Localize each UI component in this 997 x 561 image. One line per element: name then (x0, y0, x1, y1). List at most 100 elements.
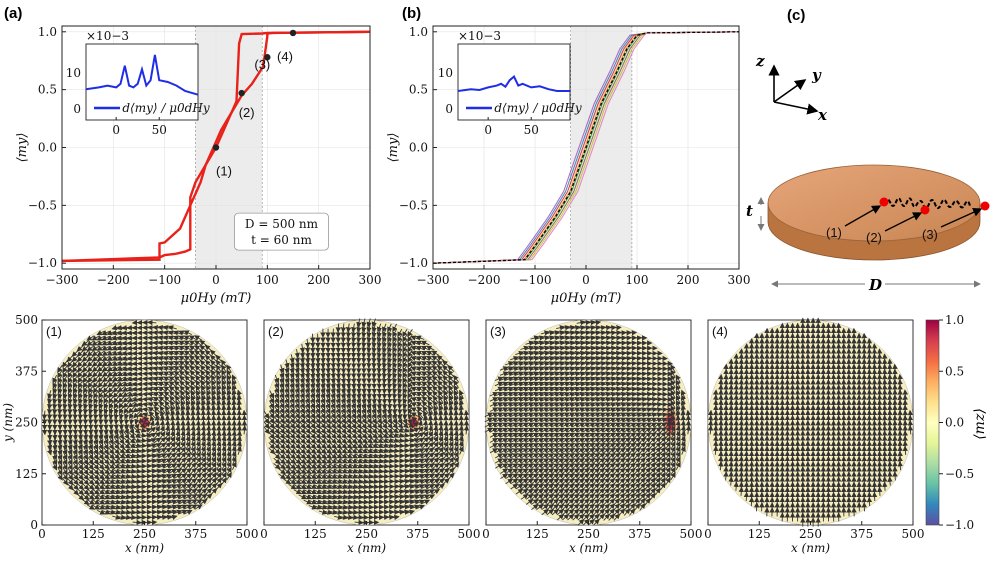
y-axis-label: ⟨my⟩ (386, 133, 401, 163)
y-tick-label: −0.5 (28, 198, 57, 212)
map-panel-2: (2) 0 125 250 375 500 x (nm) (260, 318, 480, 555)
marked-point-label-3: (3) (254, 57, 270, 72)
panel-label-a: (a) (4, 5, 22, 22)
map-label: (2) (268, 324, 284, 339)
map-x-tick-label: 125 (526, 527, 549, 541)
map-label: (3) (490, 324, 506, 339)
magnetization-arrow (107, 509, 116, 515)
x-tick-label: 200 (677, 273, 700, 287)
x-tick-label: 100 (256, 273, 279, 287)
map-x-tick-label: 0 (482, 527, 490, 541)
thickness-label: t (746, 202, 753, 220)
inset-x-tick: 50 (152, 123, 167, 137)
magnetization-arrow (97, 509, 106, 515)
x-tick-label: −300 (417, 273, 450, 287)
inset-exponent: ×10−3 (458, 29, 501, 43)
y-tick-label: 0.0 (409, 141, 428, 155)
inset-derivative-curve (457, 75, 570, 92)
x-tick-label: −100 (519, 273, 552, 287)
x-tick-label: 0 (212, 273, 220, 287)
magnetization-arrow (663, 365, 673, 372)
map-panel-1: (1) 0 125 250 375 500 x (nm) 500 375 250 125 0 y (nm… (1, 313, 258, 555)
core-point-2 (920, 205, 930, 215)
x-tick-label: 300 (728, 273, 751, 287)
magnetization-arrow (82, 488, 90, 495)
magnetization-arrow (107, 504, 116, 510)
marked-point-label-4: (4) (277, 49, 293, 64)
magnetization-arrow (87, 488, 95, 495)
core-point-1 (879, 197, 889, 207)
disk-mz-background (707, 319, 914, 526)
map-panel-3: (3) 0 125 250 375 500 x (nm) (482, 319, 702, 555)
axis-y-label: y (811, 66, 822, 84)
magnetization-arrow (102, 499, 111, 505)
map-x-tick-label: 125 (304, 527, 327, 541)
inset-x-tick: 0 (112, 123, 120, 137)
magnetization-arrow (107, 468, 116, 475)
map-x-tick-label: 250 (577, 527, 600, 541)
param-D: D = 500 nm (245, 217, 319, 231)
x-tick-label: 200 (307, 273, 330, 287)
map-label: (1) (46, 324, 62, 339)
magnetization-arrow (107, 494, 116, 500)
marked-point-4 (289, 29, 297, 37)
magnetization-arrow (877, 348, 883, 358)
magnetization-arrow (92, 494, 101, 500)
magnetization-arrow (663, 360, 673, 367)
magnetization-arrow (97, 473, 105, 480)
magnetization-arrow (77, 493, 85, 501)
thickness-indicator: t (746, 197, 765, 231)
map-x-tick-label: 250 (355, 527, 378, 541)
x-tick-label: 0 (582, 273, 590, 287)
inset-y-tick: 10 (66, 66, 81, 80)
axis-z-label: z (755, 52, 765, 70)
magnetization-arrow (882, 353, 888, 363)
map-y-tick-label: 125 (15, 467, 38, 481)
panel-b-hysteresis-chart: −300 −200 −100 0 100 200 3001.00.50.0−0.5−1.0μ… (386, 25, 750, 306)
map-x-tick-label: 375 (184, 527, 207, 541)
marked-point-label-2: (2) (239, 105, 255, 120)
magnetization-arrow (86, 504, 95, 510)
magnetization-arrow (87, 483, 95, 490)
magnetization-arrow (743, 343, 750, 353)
magnetization-arrow (627, 330, 638, 336)
parameter-box (234, 212, 329, 251)
magnetization-arrow (91, 504, 101, 510)
y-tick-label: 0.5 (38, 83, 57, 97)
marked-point-3 (264, 54, 271, 61)
map-x-tick-label: 0 (260, 527, 268, 541)
magnetization-arrow (81, 499, 90, 505)
magnetization-arrow (107, 463, 116, 470)
inset-exponent: ×10−3 (86, 29, 129, 43)
magnetization-arrow (97, 478, 106, 485)
magnetization-arrow (102, 468, 111, 475)
core-point-3 (980, 201, 990, 211)
y-tick-label: −0.5 (399, 198, 428, 212)
hysteresis-branch-2 (61, 30, 371, 263)
magnetization-arrow (92, 483, 100, 490)
magnetization-arrow (102, 484, 111, 490)
panel-label-b: (b) (402, 5, 421, 22)
magnetization-arrow (57, 364, 63, 373)
map-x-tick-label: 125 (82, 527, 105, 541)
magnetization-arrow (47, 390, 53, 400)
panel-a-hysteresis-chart: (1) (2) (3) (4) D = 500 nm t = 60 nm −300 −200 −… (15, 25, 381, 306)
magnetization-arrow (97, 494, 106, 500)
magnetization-arrow (871, 343, 878, 353)
inset-y-tick: 0 (445, 102, 453, 116)
y-tick-label: 1.0 (409, 25, 428, 39)
inset-legend-label: d⟨my⟩ / μ0dHy (122, 101, 209, 115)
coordinate-axes: z y x (755, 52, 828, 124)
magnetization-maps: (1) 0 125 250 375 500 x (nm) 500 375 250 125 0 y (nm… (1, 313, 924, 555)
simulation-curve-6 (432, 31, 740, 264)
y-tick-label: −1.0 (28, 256, 57, 270)
magnetization-arrow (102, 494, 111, 500)
disk-point-label-2: (2) (866, 230, 882, 245)
magnetization-arrow (97, 483, 106, 490)
average-curve (432, 31, 740, 264)
map-y-tick-label: 0 (30, 518, 38, 532)
param-t: t = 60 nm (251, 233, 312, 247)
magnetization-arrow (86, 499, 95, 505)
x-axis-label: μ0Hy (mT) (181, 291, 252, 306)
